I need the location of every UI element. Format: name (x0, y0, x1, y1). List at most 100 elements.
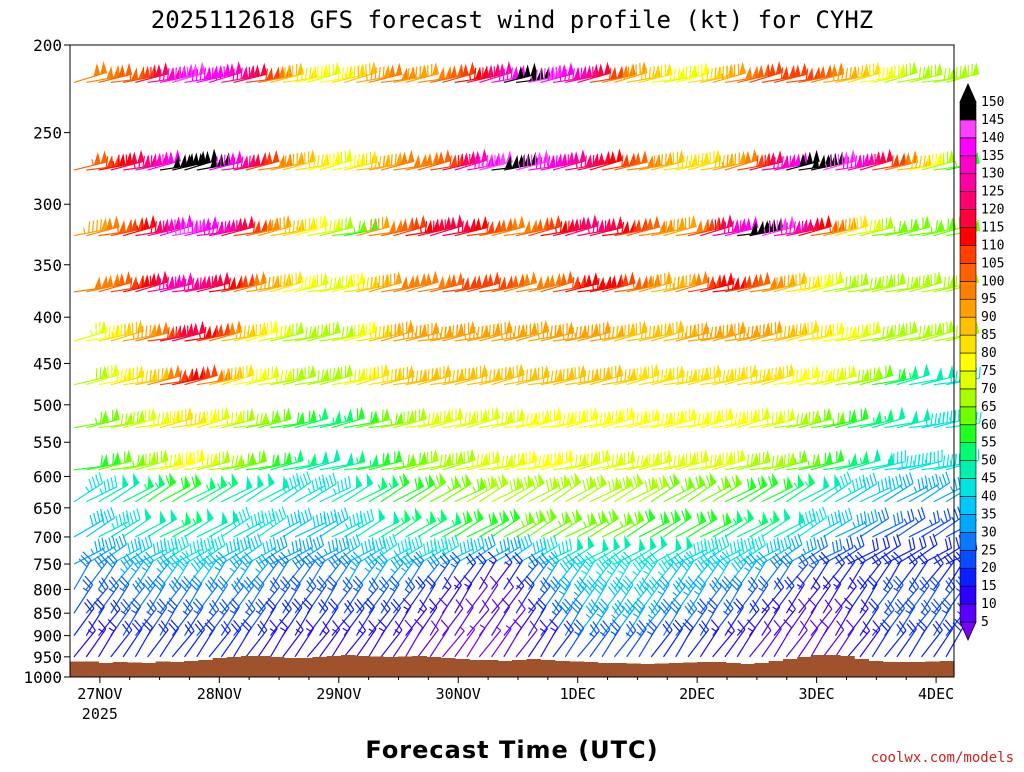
colorbar-label: 110 (981, 238, 1004, 253)
wind-barb (160, 620, 179, 657)
colorbar-label: 10 (981, 597, 997, 612)
terrain-segment (184, 661, 199, 677)
colorbar-swatch (960, 479, 976, 497)
colorbar-label: 125 (981, 185, 1004, 200)
wind-barb (713, 621, 735, 656)
wind-barb (811, 510, 841, 537)
wind-barb (209, 576, 228, 613)
colorbar-label: 135 (981, 149, 1004, 164)
wind-barb (835, 620, 854, 657)
colorbar-label: 100 (981, 274, 1004, 289)
colorbar-label: 35 (981, 507, 997, 522)
colorbar-label: 145 (981, 113, 1004, 128)
y-tick-label: 200 (33, 36, 62, 55)
terrain-segment (70, 662, 85, 678)
wind-barb (553, 554, 574, 590)
colorbar-swatch (960, 263, 976, 281)
terrain-segment (726, 663, 741, 677)
terrain-segment (854, 659, 869, 677)
wind-barb (332, 600, 354, 635)
speed-colorbar: 5101520253035404550556065707580859095100… (960, 84, 1004, 640)
wind-barb (418, 474, 446, 502)
wind-barbs-layer (74, 63, 981, 657)
colorbar-swatch (960, 138, 976, 156)
x-tick-label: 3DEC (799, 685, 835, 703)
terrain-segment (398, 657, 413, 678)
colorbar-swatch (960, 102, 976, 120)
terrain-segment (897, 662, 912, 677)
wind-barb (74, 455, 108, 470)
colorbar-swatch (960, 120, 976, 138)
colorbar-swatch (960, 335, 976, 353)
wind-barb (344, 621, 365, 657)
wind-barb (74, 277, 108, 292)
wind-barb (74, 576, 93, 613)
colorbar-swatch (960, 514, 976, 532)
terrain-segment (298, 658, 313, 677)
wind-barb (934, 578, 955, 614)
terrain-segment (626, 664, 641, 678)
colorbar-swatch (960, 210, 976, 228)
terrain-segment (612, 663, 627, 677)
wind-barb (74, 219, 107, 236)
terrain-segment (940, 661, 955, 677)
terrain-segment (312, 657, 327, 677)
colorbar-swatch (960, 371, 976, 389)
wind-barb (123, 578, 144, 614)
wind-barb (148, 474, 176, 502)
wind-barb (369, 600, 390, 636)
wind-barb (74, 599, 94, 635)
y-tick-label: 600 (33, 467, 62, 486)
wind-barb (516, 576, 534, 613)
wind-barb (246, 554, 268, 589)
colorbar-swatch (960, 156, 976, 174)
terrain-layer (70, 655, 955, 677)
terrain-segment (697, 662, 712, 677)
y-tick-label: 700 (33, 528, 62, 547)
terrain-segment (227, 657, 242, 677)
wind-barb (381, 554, 403, 589)
wind-barb (479, 576, 498, 613)
wind-barb (885, 621, 906, 657)
colorbar-swatch (960, 443, 976, 461)
terrain-segment (868, 661, 883, 677)
colorbar-label: 65 (981, 400, 997, 415)
terrain-segment (683, 663, 698, 678)
terrain-segment (141, 663, 156, 677)
y-tick-label: 500 (33, 396, 62, 415)
terrain-segment (127, 663, 142, 678)
colorbar-swatch (960, 299, 976, 317)
wind-barb (578, 621, 600, 656)
colorbar-label: 40 (981, 489, 997, 504)
y-tick-label: 950 (33, 648, 62, 667)
wind-barb (749, 576, 768, 613)
colorbar-label: 55 (981, 436, 997, 451)
wind-barb (148, 554, 169, 590)
terrain-segment (598, 663, 613, 677)
y-tick-label: 350 (33, 256, 62, 275)
y-tick-label: 250 (33, 124, 62, 143)
wind-barb (823, 576, 841, 613)
colorbar-max-arrow (960, 84, 976, 102)
colorbar-swatch (960, 407, 976, 425)
colorbar-swatch (960, 317, 976, 335)
colorbar-min-arrow (960, 622, 976, 640)
x-tick-label: 2DEC (679, 685, 715, 703)
terrain-segment (712, 662, 727, 677)
terrain-segment (156, 662, 171, 678)
terrain-segment (84, 662, 99, 678)
terrain-segment (455, 659, 470, 677)
wind-barb (565, 620, 584, 657)
y-tick-label: 1000 (23, 668, 62, 687)
wind-barb (516, 554, 538, 589)
wind-barb (74, 552, 91, 590)
y-tick-label: 650 (33, 499, 62, 518)
colorbar-swatch (960, 586, 976, 604)
terrain-segment (583, 662, 598, 677)
colorbar-label: 25 (981, 543, 997, 558)
colorbar-label: 80 (981, 346, 997, 361)
terrain-segment (369, 657, 384, 678)
y-tick-label: 800 (33, 580, 62, 599)
terrain-segment (284, 658, 299, 677)
